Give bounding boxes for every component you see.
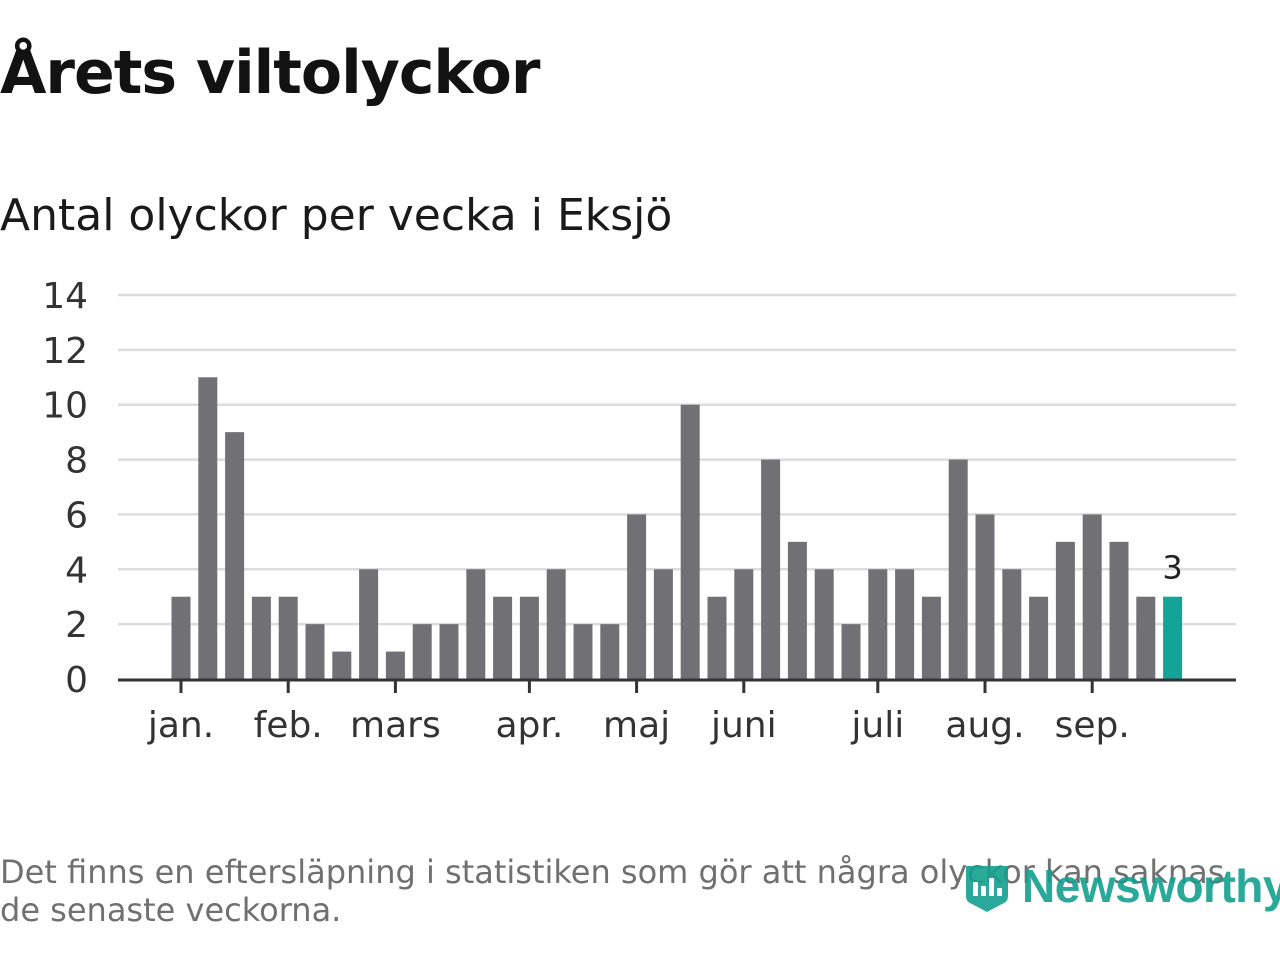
bar <box>359 569 379 679</box>
bar <box>814 569 834 679</box>
y-tick-label: 6 <box>65 495 88 536</box>
x-tick-label: feb. <box>254 705 323 746</box>
newsworthy-logo: Newsworthy <box>962 858 1280 914</box>
bar <box>305 624 325 679</box>
bar <box>600 624 620 679</box>
bar <box>198 377 218 679</box>
bar <box>948 459 968 679</box>
bar <box>761 459 781 679</box>
x-tick-label: mars <box>350 705 441 746</box>
chart-subtitle: Antal olyckor per vecka i Eksjö <box>0 190 673 241</box>
bar <box>787 541 807 679</box>
bar <box>466 569 486 679</box>
x-tick-label: juli <box>850 705 904 746</box>
bar <box>707 596 727 679</box>
bar <box>251 596 271 679</box>
bar <box>680 404 700 679</box>
y-tick-label: 2 <box>65 605 88 646</box>
bars <box>171 377 1183 679</box>
bar <box>653 569 673 679</box>
bar <box>332 651 352 679</box>
bar <box>841 624 861 679</box>
bar <box>385 651 405 679</box>
bar <box>412 624 432 679</box>
x-tick-label: aug. <box>945 705 1024 746</box>
y-tick-label: 8 <box>65 441 88 482</box>
y-tick-label: 0 <box>65 660 88 701</box>
bar <box>1055 541 1075 679</box>
logo-text: Newsworthy <box>1022 860 1280 912</box>
gridlines <box>118 293 1236 626</box>
x-tick-label: maj <box>603 705 670 746</box>
bar <box>1029 596 1049 679</box>
y-axis-labels: 0 2 4 6 8 10 12 14 <box>42 276 88 701</box>
y-tick-label: 14 <box>42 276 88 317</box>
bar <box>921 596 941 679</box>
bar <box>627 514 647 679</box>
bar <box>278 596 298 679</box>
newsworthy-logo-icon <box>966 866 1008 912</box>
bar <box>1082 514 1102 679</box>
x-tick-label: sep. <box>1055 705 1130 746</box>
x-tick-label: jan. <box>147 705 214 746</box>
bar-chart: 0 2 4 6 8 10 12 14 jan. feb. mars apr. maj juni juli a… <box>42 276 1236 746</box>
bar <box>519 596 539 679</box>
y-tick-label: 4 <box>65 550 88 591</box>
bar <box>1002 569 1022 679</box>
y-tick-label: 10 <box>42 386 88 427</box>
bar <box>895 569 915 679</box>
bar <box>493 596 513 679</box>
y-tick-label: 12 <box>42 331 88 372</box>
x-tick-label: juni <box>710 705 777 746</box>
chart-title: Årets viltolyckor <box>0 38 540 108</box>
x-axis-ticks: jan. feb. mars apr. maj juni juli aug. sep. <box>147 680 1130 746</box>
bar <box>734 569 754 679</box>
bar <box>573 624 593 679</box>
bar <box>868 569 888 679</box>
bar <box>171 596 191 679</box>
bar <box>439 624 459 679</box>
x-tick-label: apr. <box>495 705 563 746</box>
bar <box>975 514 995 679</box>
bar-latest-week <box>1163 596 1183 679</box>
last-value-label: 3 <box>1162 549 1182 587</box>
bar <box>1136 596 1156 679</box>
bar <box>1109 541 1129 679</box>
bar <box>546 569 566 679</box>
footnote: Det finns en eftersläpning i statistiken… <box>0 853 1225 929</box>
bar <box>225 432 245 679</box>
